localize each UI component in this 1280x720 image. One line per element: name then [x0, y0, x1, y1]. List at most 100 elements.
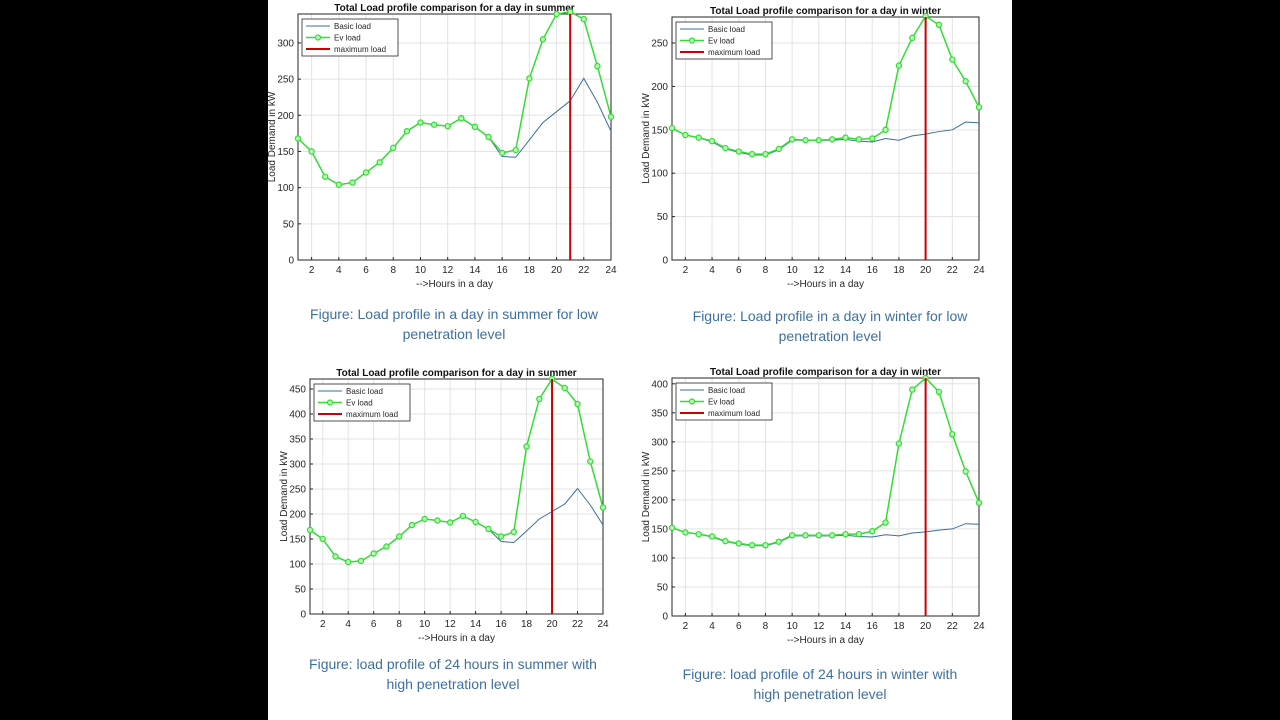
x-tick-label: 8	[763, 621, 769, 632]
y-tick-label: 250	[277, 75, 294, 86]
ev-load-point	[408, 521, 416, 529]
ev-load-point	[357, 557, 365, 565]
x-tick-label: 10	[787, 621, 799, 632]
x-tick-label: 12	[813, 621, 825, 632]
ev-load-point	[775, 538, 782, 545]
ev-load-point	[349, 179, 356, 186]
ev-load-point	[485, 525, 492, 533]
ev-load-point	[362, 169, 370, 176]
ev-load-point	[722, 537, 729, 545]
ev-load-point	[695, 530, 702, 538]
ev-load-point	[536, 395, 543, 403]
ev-load-point	[935, 388, 943, 396]
y-tick-label: 250	[651, 39, 668, 50]
ev-load-point	[962, 78, 969, 85]
ev-load-point	[975, 104, 983, 111]
y-tick-label: 200	[651, 495, 668, 506]
y-tick-label: 400	[651, 379, 668, 390]
chart-title: Total Load profile comparison for a day …	[334, 3, 575, 14]
ev-load-point	[735, 148, 742, 155]
legend-label-maximum-load: maximum load	[708, 48, 760, 57]
x-tick-label: 12	[813, 265, 825, 276]
legend-label-ev-load: Ev load	[346, 399, 373, 408]
chart-panel-winter-low: 2 4 6 8 10 12 14 16 18 20 22 24 0 50 100 150 200 250 Total…	[641, 6, 985, 290]
x-tick-label: 8	[390, 265, 396, 276]
ev-load-point	[895, 62, 903, 69]
x-tick-label: 24	[973, 265, 985, 276]
x-tick-label: 4	[336, 265, 342, 276]
x-tick-label: 14	[840, 621, 852, 632]
legend-label-basic-load: Basic load	[708, 25, 745, 34]
y-tick-label: 0	[662, 256, 668, 267]
chart-title: Total Load profile comparison for a day …	[336, 368, 577, 379]
ev-load-point	[444, 122, 451, 130]
ev-load-point	[430, 121, 438, 128]
x-tick-label: 16	[867, 621, 879, 632]
ev-load-point	[949, 56, 956, 63]
y-tick-label: 150	[651, 125, 668, 136]
x-tick-label: 24	[597, 619, 609, 630]
ev-load-point	[390, 144, 397, 152]
x-tick-label: 24	[973, 621, 985, 632]
y-tick-label: 200	[277, 111, 294, 122]
ev-load-point	[322, 173, 329, 180]
ev-load-point	[842, 530, 849, 538]
ev-load-point	[594, 62, 601, 70]
legend-label-ev-load: Ev load	[708, 398, 735, 407]
y-tick-label: 100	[277, 183, 294, 194]
caption-winter-low: Figure: Load profile in a day in winter …	[692, 308, 968, 344]
ev-load-point	[370, 550, 377, 557]
ev-load-point	[383, 543, 390, 550]
y-tick-label: 350	[651, 408, 668, 419]
ev-load-point	[735, 540, 742, 547]
x-tick-label: 8	[763, 265, 769, 276]
ev-load-point	[949, 431, 956, 438]
y-tick-label: 150	[277, 147, 294, 158]
ev-load-point	[815, 137, 823, 144]
legend-label-ev-load: Ev load	[334, 34, 361, 43]
x-tick-label: 4	[345, 619, 351, 630]
chart-panel-summer-high: 2 4 6 8 10 12 14 16 18 20 22 24 0 50 100 150 200 250 300 35…	[279, 368, 609, 644]
y-tick-label: 50	[295, 585, 307, 596]
y-tick-label: 100	[651, 553, 668, 564]
ev-load-point	[574, 400, 581, 408]
x-tick-label: 16	[497, 265, 509, 276]
ev-load-point	[762, 541, 769, 549]
y-tick-label: 300	[277, 38, 294, 49]
x-tick-label: 10	[419, 619, 431, 630]
ev-load-point	[458, 114, 465, 122]
ev-load-point	[828, 136, 836, 143]
x-tick-label: 12	[445, 619, 457, 630]
x-tick-label: 14	[469, 265, 481, 276]
ev-load-point	[308, 148, 315, 155]
ev-load-point	[417, 119, 424, 126]
y-tick-label: 100	[289, 560, 306, 571]
chart-panel-summer-low: 2 4 6 8 10 12 14 16 18 20 22 24 0 50 100 150 200 250 300 To…	[267, 3, 617, 290]
legend-marker-ev-load	[688, 37, 696, 44]
x-tick-label: 14	[470, 619, 482, 630]
ev-load-point	[708, 137, 716, 145]
x-tick-label: 2	[683, 265, 689, 276]
figure-page: 2 4 6 8 10 12 14 16 18 20 22 24 0 50 100 150 200 250 300 To…	[267, 0, 1012, 720]
x-tick-label: 22	[572, 619, 584, 630]
ev-load-point	[498, 149, 506, 157]
ev-load-point	[882, 519, 889, 526]
y-axis-label: Load Demand in kW	[267, 91, 278, 182]
y-tick-label: 450	[289, 385, 306, 396]
y-tick-label: 0	[300, 610, 306, 621]
ev-load-point	[788, 136, 796, 143]
ev-load-point	[788, 532, 796, 539]
x-tick-label: 6	[371, 619, 377, 630]
legend-marker-ev-load	[314, 34, 322, 41]
ev-load-point	[332, 553, 339, 560]
y-tick-label: 400	[289, 410, 306, 421]
ev-load-point	[909, 34, 916, 42]
y-tick-label: 50	[657, 582, 669, 593]
legend-marker-ev-load	[326, 399, 334, 406]
ev-load-point	[708, 533, 716, 540]
x-tick-label: 18	[521, 619, 533, 630]
x-tick-label: 20	[551, 265, 563, 276]
x-tick-label: 20	[920, 621, 932, 632]
y-axis-label: Load Demand in kW	[641, 93, 652, 184]
ev-load-point	[421, 515, 428, 523]
